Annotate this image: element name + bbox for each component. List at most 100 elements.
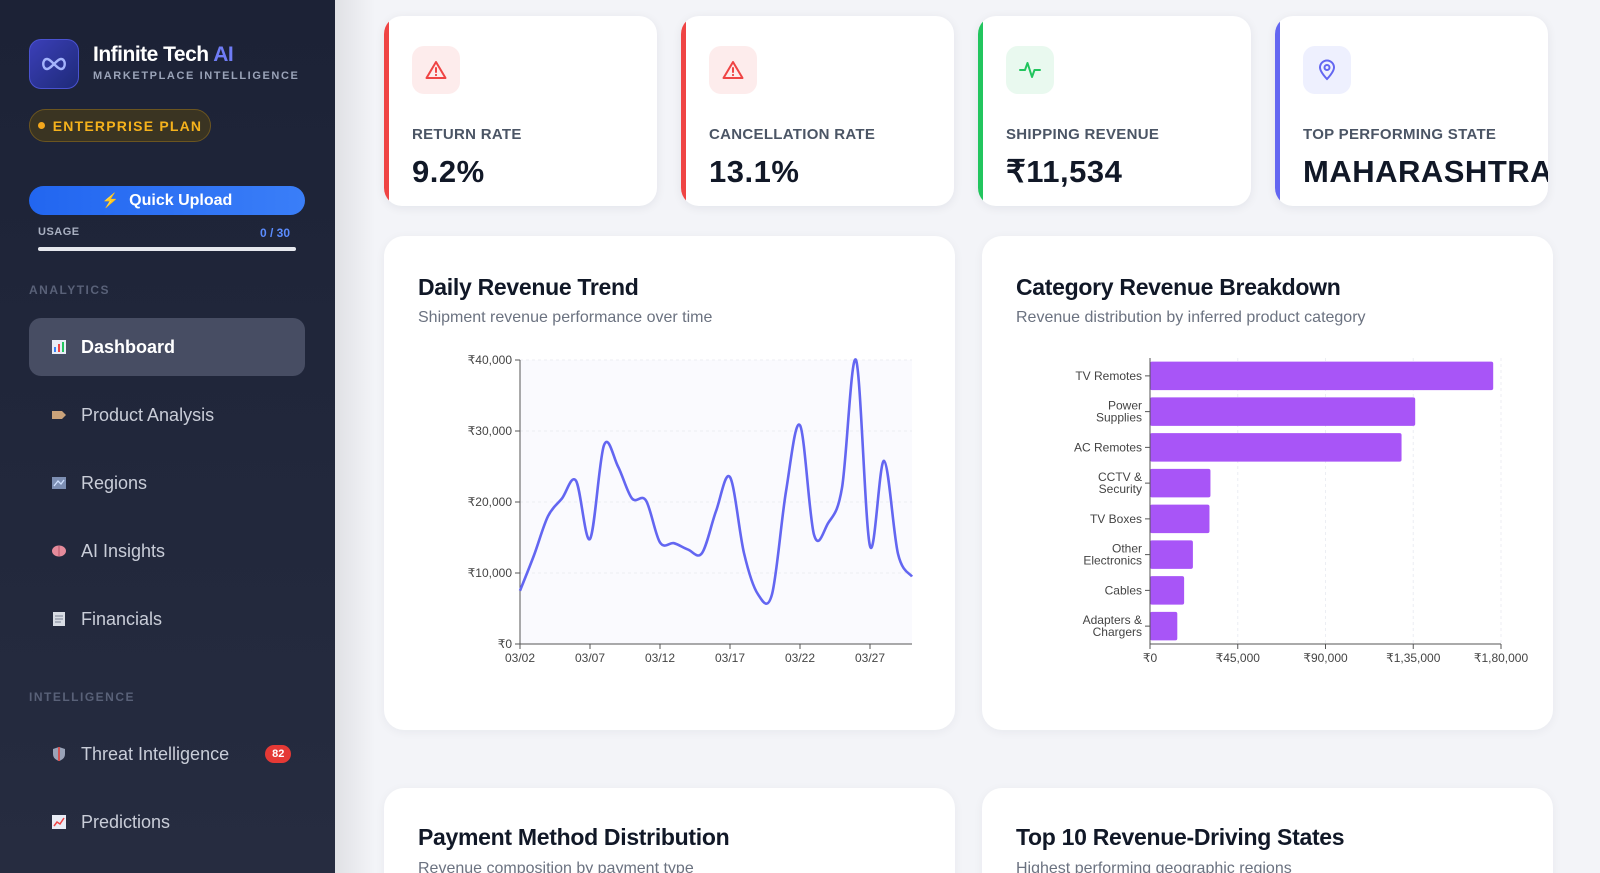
nav-label: Financials bbox=[81, 608, 163, 629]
chart-subtitle: Revenue composition by payment type bbox=[418, 860, 694, 873]
x-tick-label: 03/02 bbox=[505, 651, 535, 665]
category-label: Power Supplies bbox=[1096, 399, 1142, 425]
category-bar bbox=[1150, 504, 1210, 534]
category-label: CCTV & Security bbox=[1098, 470, 1142, 496]
kpi-stripe bbox=[384, 16, 389, 206]
category-label: TV Boxes bbox=[1090, 512, 1142, 526]
chart-subtitle: Highest performing geographic regions bbox=[1016, 860, 1292, 873]
usage-progress-bar bbox=[38, 247, 296, 251]
kpi-card-return-rate: RETURN RATE 9.2% bbox=[384, 16, 657, 206]
category-bar bbox=[1150, 468, 1211, 498]
nav-item-threat-intelligence[interactable]: Threat Intelligence 82 bbox=[29, 725, 305, 783]
nav-label: AI Insights bbox=[81, 540, 166, 561]
trend-chart-icon bbox=[51, 814, 67, 830]
threat-count-badge: 82 bbox=[265, 745, 292, 763]
brain-icon bbox=[51, 543, 67, 559]
x-tick-label: ₹90,000 bbox=[1303, 651, 1348, 665]
usage-label: USAGE bbox=[38, 226, 80, 238]
category-bar bbox=[1150, 433, 1402, 462]
lightning-icon: ⚡ bbox=[101, 192, 120, 208]
usage-value: 0 / 30 bbox=[260, 226, 291, 240]
brand-subtitle: MARKETPLACE INTELLIGENCE bbox=[93, 70, 300, 82]
category-label: Cables bbox=[1105, 583, 1142, 597]
category-bar bbox=[1150, 361, 1494, 391]
category-bar bbox=[1150, 576, 1185, 605]
category-bar bbox=[1150, 611, 1178, 641]
nav-label: Threat Intelligence bbox=[81, 743, 230, 764]
quick-upload-label: Quick Upload bbox=[129, 191, 233, 209]
x-tick-label: 03/27 bbox=[855, 651, 885, 665]
x-tick-label: 03/07 bbox=[575, 651, 605, 665]
shield-icon bbox=[51, 746, 67, 762]
nav-label: Regions bbox=[81, 472, 148, 493]
brand-name-accent: AI bbox=[213, 43, 234, 66]
category-label: Adapters & Chargers bbox=[1083, 613, 1142, 639]
x-tick-label: ₹1,35,000 bbox=[1386, 651, 1441, 665]
section-label-analytics: ANALYTICS bbox=[29, 283, 111, 297]
top-states-card: Top 10 Revenue-Driving States Highest pe… bbox=[982, 788, 1553, 873]
category-label: TV Remotes bbox=[1075, 369, 1142, 383]
revenue-series-line bbox=[518, 358, 914, 605]
daily-revenue-line-chart: ₹0 ₹10,000 ₹20,000 ₹30,000 ₹40,000 03/02 03/07… bbox=[468, 353, 914, 665]
kpi-value: 9.2% bbox=[412, 154, 485, 189]
warning-icon bbox=[412, 46, 460, 94]
kpi-label: SHIPPING REVENUE bbox=[1006, 126, 1160, 143]
kpi-card-cancellation-rate: CANCELLATION RATE 13.1% bbox=[681, 16, 954, 206]
x-tick-label: 03/12 bbox=[645, 651, 675, 665]
nav-item-predictions[interactable]: Predictions bbox=[29, 793, 305, 851]
y-tick-label: ₹10,000 bbox=[468, 566, 513, 580]
kpi-value: ₹11,534 bbox=[1006, 154, 1123, 189]
plan-dot-icon bbox=[37, 122, 45, 129]
category-label: AC Remotes bbox=[1074, 440, 1142, 454]
plan-label: ENTERPRISE PLAN bbox=[52, 117, 203, 134]
nav-item-regions[interactable]: Regions bbox=[29, 454, 305, 512]
chart-title: Category Revenue Breakdown bbox=[1016, 274, 1341, 300]
daily-revenue-card: Daily Revenue Trend Shipment revenue per… bbox=[384, 236, 955, 730]
activity-icon bbox=[1006, 46, 1054, 94]
chart-title: Daily Revenue Trend bbox=[418, 274, 639, 300]
x-tick-label: ₹0 bbox=[1143, 651, 1158, 665]
brand-name: Infinite Tech AI bbox=[93, 43, 234, 66]
plot-area bbox=[520, 360, 912, 644]
quick-upload-button[interactable]: ⚡ Quick Upload bbox=[29, 186, 305, 215]
location-pin-icon bbox=[1303, 46, 1351, 94]
logo-infinity-icon[interactable] bbox=[29, 39, 79, 89]
chart-title: Top 10 Revenue-Driving States bbox=[1016, 824, 1345, 850]
payment-method-card: Payment Method Distribution Revenue comp… bbox=[384, 788, 955, 873]
kpi-stripe bbox=[978, 16, 983, 206]
nav-label: Product Analysis bbox=[81, 404, 215, 425]
category-label: Other Electronics bbox=[1083, 542, 1142, 568]
bar-chart-icon bbox=[51, 339, 67, 355]
kpi-label: CANCELLATION RATE bbox=[709, 126, 876, 143]
kpi-card-top-state: TOP PERFORMING STATE MAHARASHTRA bbox=[1275, 16, 1548, 206]
kpi-label: TOP PERFORMING STATE bbox=[1303, 126, 1497, 143]
kpi-value: MAHARASHTRA bbox=[1303, 154, 1548, 189]
category-bar bbox=[1150, 397, 1416, 426]
kpi-stripe bbox=[1275, 16, 1280, 206]
x-tick-label: 03/17 bbox=[715, 651, 745, 665]
sidebar-shadow bbox=[335, 0, 375, 873]
chart-title: Payment Method Distribution bbox=[418, 824, 730, 850]
kpi-card-shipping-revenue: SHIPPING REVENUE ₹11,534 bbox=[978, 16, 1251, 206]
warning-icon bbox=[709, 46, 757, 94]
x-tick-label: ₹1,80,000 bbox=[1474, 651, 1529, 665]
tag-icon bbox=[51, 407, 67, 423]
nav-label: Dashboard bbox=[81, 336, 176, 357]
chart-subtitle: Shipment revenue performance over time bbox=[418, 309, 713, 326]
y-tick-label: ₹0 bbox=[498, 637, 513, 651]
category-bar bbox=[1150, 540, 1193, 569]
nav-item-dashboard[interactable]: Dashboard bbox=[29, 318, 305, 376]
plan-badge: ENTERPRISE PLAN bbox=[29, 109, 211, 142]
x-tick-label: 03/22 bbox=[785, 651, 815, 665]
category-revenue-bar-chart: ₹0 ₹45,000 ₹90,000 ₹1,35,000 ₹1,80,000 TV Rem… bbox=[1074, 358, 1529, 665]
x-tick-label: ₹45,000 bbox=[1216, 651, 1261, 665]
nav-item-product-analysis[interactable]: Product Analysis bbox=[29, 386, 305, 444]
kpi-label: RETURN RATE bbox=[412, 126, 522, 143]
category-revenue-card: Category Revenue Breakdown Revenue distr… bbox=[982, 236, 1553, 730]
nav-label: Predictions bbox=[81, 811, 171, 832]
section-label-intelligence: INTELLIGENCE bbox=[29, 690, 136, 704]
nav-item-financials[interactable]: Financials bbox=[29, 590, 305, 648]
nav-item-ai-insights[interactable]: AI Insights bbox=[29, 522, 305, 580]
y-tick-label: ₹40,000 bbox=[468, 353, 513, 367]
sidebar: Infinite Tech AI MARKETPLACE INTELLIGENC… bbox=[0, 0, 335, 873]
